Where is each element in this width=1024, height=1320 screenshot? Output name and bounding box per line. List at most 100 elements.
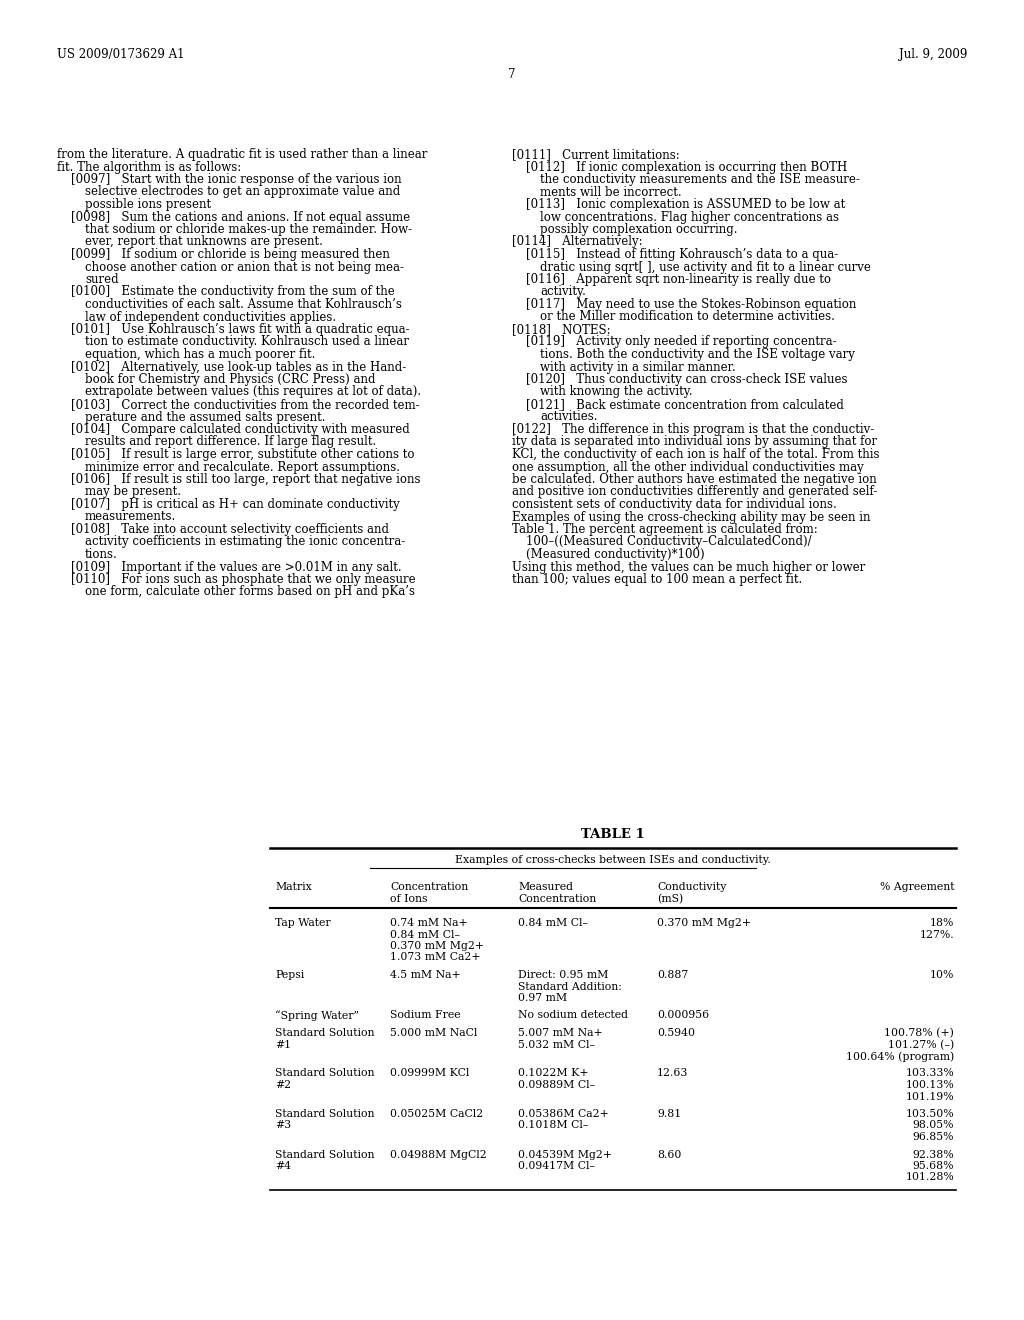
Text: choose another cation or anion that is not being mea-: choose another cation or anion that is n… [85,260,404,273]
Text: 5.007 mM Na+: 5.007 mM Na+ [518,1028,603,1038]
Text: “Spring Water”: “Spring Water” [275,1011,359,1022]
Text: low concentrations. Flag higher concentrations as: low concentrations. Flag higher concentr… [540,210,839,223]
Text: law of independent conductivities applies.: law of independent conductivities applie… [85,310,336,323]
Text: [0101]   Use Kohlrausch’s laws fit with a quadratic equa-: [0101] Use Kohlrausch’s laws fit with a … [71,323,410,337]
Text: 0.370 mM Mg2+: 0.370 mM Mg2+ [390,941,484,950]
Text: the conductivity measurements and the ISE measure-: the conductivity measurements and the IS… [540,173,860,186]
Text: 0.04539M Mg2+: 0.04539M Mg2+ [518,1150,612,1159]
Text: No sodium detected: No sodium detected [518,1011,628,1020]
Text: [0112]   If ionic complexation is occurring then BOTH: [0112] If ionic complexation is occurrin… [526,161,847,173]
Text: 98.05%: 98.05% [912,1121,954,1130]
Text: Sodium Free: Sodium Free [390,1011,461,1020]
Text: Examples of using the cross-checking ability may be seen in: Examples of using the cross-checking abi… [512,511,870,524]
Text: 0.97 mM: 0.97 mM [518,993,567,1003]
Text: 10%: 10% [930,970,954,979]
Text: Measured: Measured [518,882,573,892]
Text: conductivities of each salt. Assume that Kohlrausch’s: conductivities of each salt. Assume that… [85,298,401,312]
Text: 127%.: 127%. [920,929,954,940]
Text: [0098]   Sum the cations and anions. If not equal assume: [0098] Sum the cations and anions. If no… [71,210,411,223]
Text: Jul. 9, 2009: Jul. 9, 2009 [899,48,967,61]
Text: [0113]   Ionic complexation is ASSUMED to be low at: [0113] Ionic complexation is ASSUMED to … [526,198,845,211]
Text: [0115]   Instead of fitting Kohrausch’s data to a qua-: [0115] Instead of fitting Kohrausch’s da… [526,248,839,261]
Text: 1.073 mM Ca2+: 1.073 mM Ca2+ [390,953,480,962]
Text: [0102]   Alternatively, use look-up tables as in the Hand-: [0102] Alternatively, use look-up tables… [71,360,407,374]
Text: [0099]   If sodium or chloride is being measured then: [0099] If sodium or chloride is being me… [71,248,390,261]
Text: Standard Solution: Standard Solution [275,1150,375,1159]
Text: 96.85%: 96.85% [912,1133,954,1142]
Text: #1: #1 [275,1040,291,1049]
Text: 0.74 mM Na+: 0.74 mM Na+ [390,917,468,928]
Text: 92.38%: 92.38% [912,1150,954,1159]
Text: fit. The algorithm is as follows:: fit. The algorithm is as follows: [57,161,242,173]
Text: [0106]   If result is still too large, report that negative ions: [0106] If result is still too large, rep… [71,473,421,486]
Text: 100.78% (+): 100.78% (+) [884,1028,954,1039]
Text: 0.09417M Cl–: 0.09417M Cl– [518,1162,595,1171]
Text: 0.1018M Cl–: 0.1018M Cl– [518,1121,589,1130]
Text: equation, which has a much poorer fit.: equation, which has a much poorer fit. [85,348,315,360]
Text: [0114]   Alternatively:: [0114] Alternatively: [512,235,643,248]
Text: US 2009/0173629 A1: US 2009/0173629 A1 [57,48,184,61]
Text: #3: #3 [275,1121,291,1130]
Text: tions. Both the conductivity and the ISE voltage vary: tions. Both the conductivity and the ISE… [540,348,855,360]
Text: 101.19%: 101.19% [905,1092,954,1101]
Text: activity.: activity. [540,285,586,298]
Text: one assumption, all the other individual conductivities may: one assumption, all the other individual… [512,461,864,474]
Text: [0097]   Start with the ionic response of the various ion: [0097] Start with the ionic response of … [71,173,401,186]
Text: % Agreement: % Agreement [880,882,954,892]
Text: 5.000 mM NaCl: 5.000 mM NaCl [390,1028,477,1038]
Text: or the Miller modification to determine activities.: or the Miller modification to determine … [540,310,835,323]
Text: Direct: 0.95 mM: Direct: 0.95 mM [518,970,608,979]
Text: 0.05025M CaCl2: 0.05025M CaCl2 [390,1109,483,1119]
Text: Matrix: Matrix [275,882,311,892]
Text: [0107]   pH is critical as H+ can dominate conductivity: [0107] pH is critical as H+ can dominate… [71,498,399,511]
Text: 5.032 mM Cl–: 5.032 mM Cl– [518,1040,595,1049]
Text: 103.50%: 103.50% [905,1109,954,1119]
Text: [0120]   Thus conductivity can cross-check ISE values: [0120] Thus conductivity can cross-check… [526,374,848,385]
Text: #2: #2 [275,1080,291,1090]
Text: 0.887: 0.887 [657,970,688,979]
Text: selective electrodes to get an approximate value and: selective electrodes to get an approxima… [85,186,400,198]
Text: with knowing the activity.: with knowing the activity. [540,385,692,399]
Text: 95.68%: 95.68% [912,1162,954,1171]
Text: 0.5940: 0.5940 [657,1028,695,1038]
Text: [0119]   Activity only needed if reporting concentra-: [0119] Activity only needed if reporting… [526,335,837,348]
Text: [0100]   Estimate the conductivity from the sum of the: [0100] Estimate the conductivity from th… [71,285,394,298]
Text: [0121]   Back estimate concentration from calculated: [0121] Back estimate concentration from … [526,399,844,411]
Text: (Measured conductivity)*100): (Measured conductivity)*100) [526,548,705,561]
Text: tions.: tions. [85,548,118,561]
Text: that sodium or chloride makes-up the remainder. How-: that sodium or chloride makes-up the rem… [85,223,412,236]
Text: 100–((Measured Conductivity–CalculatedCond)/: 100–((Measured Conductivity–CalculatedCo… [526,536,812,549]
Text: activities.: activities. [540,411,597,424]
Text: Tap Water: Tap Water [275,917,331,928]
Text: may be present.: may be present. [85,486,181,499]
Text: ity data is separated into individual ions by assuming that for: ity data is separated into individual io… [512,436,878,449]
Text: Standard Solution: Standard Solution [275,1109,375,1119]
Text: [0110]   For ions such as phosphate that we only measure: [0110] For ions such as phosphate that w… [71,573,416,586]
Text: [0116]   Apparent sqrt non-linearity is really due to: [0116] Apparent sqrt non-linearity is re… [526,273,831,286]
Text: possibly complexation occurring.: possibly complexation occurring. [540,223,737,236]
Text: perature and the assumed salts present.: perature and the assumed salts present. [85,411,326,424]
Text: than 100; values equal to 100 mean a perfect fit.: than 100; values equal to 100 mean a per… [512,573,802,586]
Text: and positive ion conductivities differently and generated self-: and positive ion conductivities differen… [512,486,878,499]
Text: results and report difference. If large flag result.: results and report difference. If large … [85,436,376,449]
Text: Using this method, the values can be much higher or lower: Using this method, the values can be muc… [512,561,865,573]
Text: extrapolate between values (this requires at lot of data).: extrapolate between values (this require… [85,385,421,399]
Text: 12.63: 12.63 [657,1068,688,1078]
Text: ever, report that unknowns are present.: ever, report that unknowns are present. [85,235,323,248]
Text: [0104]   Compare calculated conductivity with measured: [0104] Compare calculated conductivity w… [71,422,410,436]
Text: 0.09889M Cl–: 0.09889M Cl– [518,1080,595,1090]
Text: KCl, the conductivity of each ion is half of the total. From this: KCl, the conductivity of each ion is hal… [512,447,880,461]
Text: tion to estimate conductivity. Kohlrausch used a linear: tion to estimate conductivity. Kohlrausc… [85,335,409,348]
Text: 103.33%: 103.33% [905,1068,954,1078]
Text: with activity in a similar manner.: with activity in a similar manner. [540,360,736,374]
Text: [0118]   NOTES:: [0118] NOTES: [512,323,610,337]
Text: 0.05386M Ca2+: 0.05386M Ca2+ [518,1109,608,1119]
Text: 0.84 mM Cl–: 0.84 mM Cl– [390,929,460,940]
Text: dratic using sqrt[ ], use activity and fit to a linear curve: dratic using sqrt[ ], use activity and f… [540,260,870,273]
Text: 8.60: 8.60 [657,1150,681,1159]
Text: Concentration: Concentration [518,894,596,903]
Text: 101.27% (–): 101.27% (–) [888,1040,954,1049]
Text: Table 1. The percent agreement is calculated from:: Table 1. The percent agreement is calcul… [512,523,818,536]
Text: Examples of cross-checks between ISEs and conductivity.: Examples of cross-checks between ISEs an… [455,855,771,865]
Text: 0.000956: 0.000956 [657,1011,710,1020]
